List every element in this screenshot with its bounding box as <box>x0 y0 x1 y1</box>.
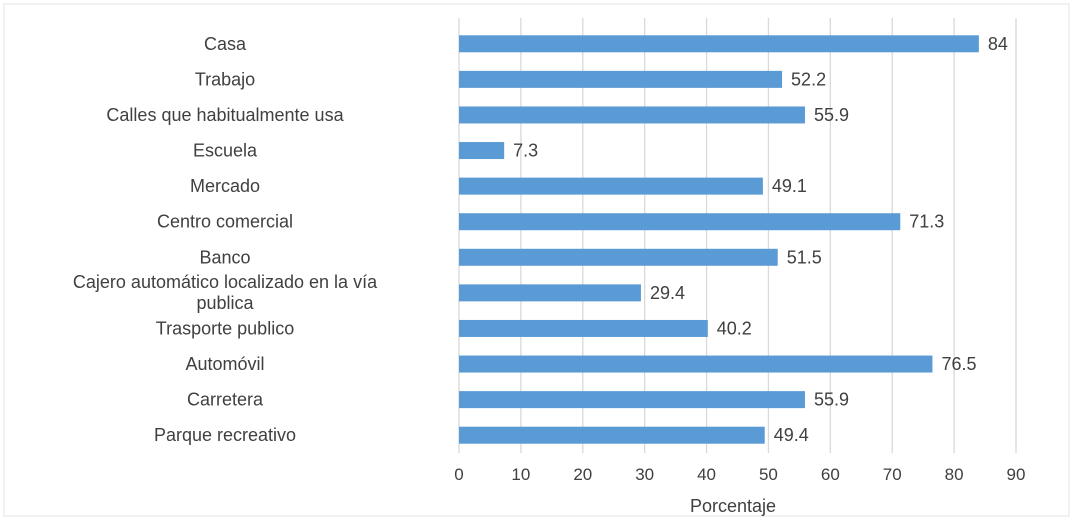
category-label: Trabajo <box>195 69 255 89</box>
data-label: 7.3 <box>513 141 538 161</box>
bar <box>459 284 641 302</box>
category-label: Escuela <box>193 141 258 161</box>
bar <box>459 35 979 53</box>
data-label: 71.3 <box>909 212 944 232</box>
bar <box>459 213 901 231</box>
category-label: Mercado <box>190 176 260 196</box>
data-label: 55.9 <box>814 105 849 125</box>
data-label: 76.5 <box>941 354 976 374</box>
bar <box>459 70 783 88</box>
x-tick-label: 30 <box>635 465 654 484</box>
bar <box>459 142 505 160</box>
category-label: Automóvil <box>185 354 264 374</box>
gridlines <box>458 18 1017 453</box>
x-tick-labels: 0 10 20 30 40 50 60 70 80 90 <box>454 465 1025 484</box>
data-label: 51.5 <box>787 247 822 267</box>
bar <box>459 426 765 444</box>
category-label: Casa <box>204 34 247 54</box>
data-label: 40.2 <box>717 318 752 338</box>
bar <box>459 355 933 373</box>
x-tick-label: 90 <box>1007 465 1026 484</box>
bar <box>459 391 805 409</box>
x-tick-label: 10 <box>511 465 530 484</box>
bar <box>459 319 708 337</box>
x-tick-label: 50 <box>759 465 778 484</box>
category-label: Carretera <box>187 390 264 410</box>
x-tick-label: 20 <box>573 465 592 484</box>
bars <box>459 35 979 444</box>
x-tick-label: 40 <box>697 465 716 484</box>
category-labels: Casa Trabajo Calles que habitualmente usa E… <box>73 34 378 445</box>
data-label: 29.4 <box>650 283 685 303</box>
category-label: Centro comercial <box>157 212 293 232</box>
x-tick-label: 80 <box>945 465 964 484</box>
data-label: 84 <box>988 34 1008 54</box>
x-axis-title: Porcentaje <box>690 496 776 516</box>
bar <box>459 177 763 195</box>
x-tick-label: 0 <box>454 465 463 484</box>
data-label: 49.1 <box>772 176 807 196</box>
category-label: Banco <box>199 247 250 267</box>
x-tick-label: 70 <box>883 465 902 484</box>
data-label: 49.4 <box>774 425 809 445</box>
data-label: 52.2 <box>791 69 826 89</box>
category-label: Calles que habitualmente usa <box>106 105 344 125</box>
category-label: Cajero automático localizado en la vía pu… <box>73 272 378 313</box>
data-labels: 84 52.2 55.9 7.3 49.1 71.3 51.5 29.4 40.2 76.5 55.… <box>513 34 1008 445</box>
bar <box>459 106 805 124</box>
bar <box>459 248 778 266</box>
x-tick-label: 60 <box>821 465 840 484</box>
category-label: Parque recreativo <box>154 425 296 445</box>
data-label: 55.9 <box>814 390 849 410</box>
plot-frame <box>3 3 1070 517</box>
category-label: Trasporte publico <box>156 318 294 338</box>
